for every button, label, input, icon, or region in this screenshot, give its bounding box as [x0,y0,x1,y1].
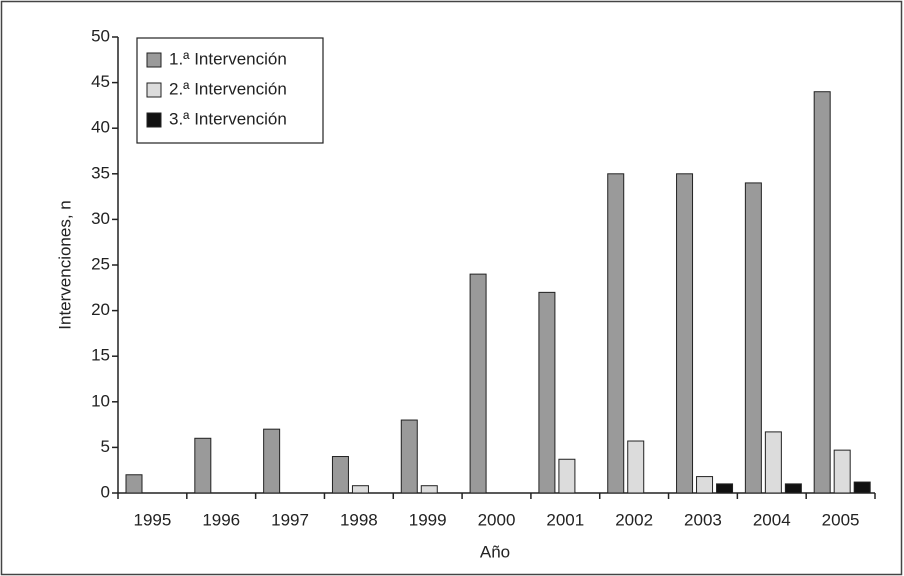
x-tick-label: 1996 [202,510,240,529]
bar [716,483,734,494]
bar [558,458,576,494]
y-tick-label: 30 [91,209,110,228]
x-tick-label: 1998 [340,510,378,529]
x-axis-label: Año [480,542,510,561]
x-tick-label: 1997 [271,510,309,529]
y-axis-label: Intervenciones, n [55,200,74,329]
bar [400,419,418,494]
bar [784,483,802,494]
bar [744,182,762,494]
legend-swatch [146,52,162,68]
bar [627,440,645,494]
y-tick-label: 35 [91,163,110,182]
legend-label: 3.ª Intervención [169,109,287,128]
y-tick-label: 25 [91,254,110,273]
y-tick-label: 40 [91,118,110,137]
bar [331,456,349,494]
bar [813,91,831,494]
x-tick-label: 2005 [822,510,860,529]
bar [351,485,369,494]
bar [420,485,438,494]
legend-swatch [146,112,162,128]
x-tick-label: 1999 [409,510,447,529]
bar [764,431,782,494]
legend-label: 1.ª Intervención [169,49,287,68]
legend-label: 2.ª Intervención [169,79,287,98]
legend-box [136,37,324,144]
x-tick-label: 2002 [615,510,653,529]
bar [676,173,694,494]
x-tick-label: 2001 [546,510,584,529]
x-tick-label: 1995 [133,510,171,529]
bar [696,476,714,494]
legend-swatch [146,82,162,98]
y-tick-label: 10 [91,391,110,410]
y-tick-label: 5 [101,437,110,456]
bar [607,173,625,494]
bar [263,428,281,494]
y-tick-label: 15 [91,346,110,365]
bar [538,291,556,494]
bar [853,481,871,494]
y-tick-label: 0 [101,482,110,501]
y-tick-label: 50 [91,26,110,45]
bar [194,437,212,494]
y-tick-label: 45 [91,72,110,91]
bar [469,273,487,494]
y-tick-label: 20 [91,300,110,319]
bar [833,449,851,494]
x-tick-label: 2000 [478,510,516,529]
x-tick-label: 2003 [684,510,722,529]
bar [125,474,143,494]
x-tick-label: 2004 [753,510,791,529]
